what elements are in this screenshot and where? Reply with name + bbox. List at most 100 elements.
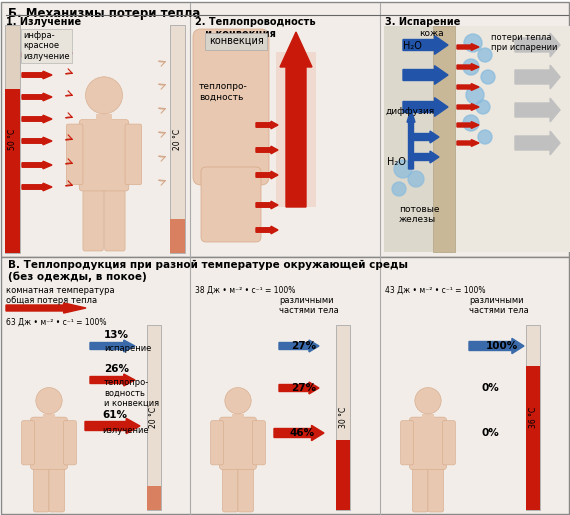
FancyArrow shape	[403, 65, 448, 84]
Circle shape	[36, 388, 62, 414]
Circle shape	[392, 182, 406, 196]
FancyBboxPatch shape	[219, 417, 256, 470]
FancyArrow shape	[85, 418, 140, 434]
Bar	[147, 325, 161, 510]
Text: 13%: 13%	[104, 330, 129, 340]
Text: 3. Испарение: 3. Испарение	[385, 17, 461, 27]
FancyBboxPatch shape	[193, 29, 269, 185]
Bar	[336, 440, 350, 510]
Circle shape	[225, 388, 251, 414]
Circle shape	[463, 115, 479, 131]
FancyBboxPatch shape	[201, 167, 261, 242]
Bar	[384, 26, 433, 252]
Circle shape	[478, 130, 492, 144]
FancyBboxPatch shape	[83, 186, 103, 251]
FancyBboxPatch shape	[66, 124, 83, 185]
Text: 46%: 46%	[289, 428, 314, 438]
Text: инфра-
красное
излучение: инфра- красное излучение	[23, 31, 70, 61]
Text: кожа: кожа	[419, 29, 443, 38]
Text: H₂O: H₂O	[387, 157, 406, 167]
Text: 50 °С: 50 °С	[8, 128, 17, 150]
Text: 38 Дж • м⁻² • с⁻¹ = 100%: 38 Дж • м⁻² • с⁻¹ = 100%	[195, 286, 295, 295]
FancyArrow shape	[22, 183, 52, 191]
Bar	[455, 26, 570, 252]
Text: 26%: 26%	[104, 364, 129, 374]
FancyArrow shape	[256, 226, 278, 234]
Bar	[1, 2, 569, 257]
Text: 61%: 61%	[102, 410, 127, 420]
FancyBboxPatch shape	[413, 465, 428, 512]
Text: 36 °С: 36 °С	[528, 407, 538, 428]
FancyArrow shape	[515, 98, 560, 122]
Text: 20 °С: 20 °С	[149, 407, 158, 428]
Circle shape	[464, 34, 482, 52]
FancyBboxPatch shape	[428, 465, 443, 512]
FancyArrow shape	[279, 340, 319, 352]
Text: потери тепла
при испарении: потери тепла при испарении	[491, 33, 557, 53]
Text: (без одежды, в покое): (без одежды, в покое)	[8, 272, 146, 283]
Text: теплопро-
водность
и конвекция: теплопро- водность и конвекция	[104, 378, 159, 408]
Text: конвекция: конвекция	[209, 36, 263, 46]
Bar	[147, 486, 161, 510]
FancyArrow shape	[457, 63, 479, 71]
Text: комнатная температура: комнатная температура	[6, 286, 115, 295]
FancyArrow shape	[409, 151, 439, 163]
Bar	[276, 52, 316, 207]
FancyArrow shape	[256, 201, 278, 209]
Bar	[43, 414, 55, 420]
Bar	[336, 325, 350, 510]
Circle shape	[481, 70, 495, 84]
FancyArrow shape	[90, 374, 135, 386]
FancyArrow shape	[457, 83, 479, 91]
Bar	[526, 325, 540, 510]
Text: диффузия: диффузия	[385, 107, 434, 116]
Text: различными
частями тела: различными частями тела	[279, 296, 339, 315]
Text: 20 °С: 20 °С	[173, 128, 182, 149]
FancyBboxPatch shape	[253, 421, 266, 465]
Circle shape	[466, 86, 484, 104]
FancyBboxPatch shape	[409, 417, 446, 470]
FancyArrow shape	[457, 44, 479, 50]
Text: 0%: 0%	[481, 383, 499, 393]
Text: 0%: 0%	[481, 428, 499, 438]
FancyArrow shape	[409, 131, 439, 143]
FancyArrow shape	[256, 146, 278, 154]
FancyArrow shape	[457, 140, 479, 146]
Text: 27%: 27%	[291, 341, 316, 351]
FancyArrow shape	[457, 122, 479, 128]
Text: испарение: испарение	[104, 344, 152, 353]
Bar	[1, 257, 569, 514]
Text: 100%: 100%	[486, 341, 518, 351]
Text: 30 °С: 30 °С	[339, 407, 348, 428]
Text: В. Теплопродукция при разной температуре окружающей среды: В. Теплопродукция при разной температуре…	[8, 260, 408, 270]
FancyArrow shape	[515, 131, 560, 155]
Bar	[433, 26, 455, 252]
Circle shape	[478, 48, 492, 62]
Bar	[422, 414, 434, 420]
Text: 1. Излучение: 1. Излучение	[6, 17, 81, 27]
Circle shape	[394, 160, 412, 178]
Bar	[170, 25, 185, 253]
FancyArrow shape	[256, 121, 278, 129]
Text: общая потеря тепла: общая потеря тепла	[6, 296, 97, 305]
Bar	[233, 414, 243, 420]
Circle shape	[415, 388, 441, 414]
FancyBboxPatch shape	[401, 421, 414, 465]
FancyArrow shape	[280, 32, 312, 207]
FancyBboxPatch shape	[79, 119, 129, 191]
FancyArrow shape	[22, 137, 52, 145]
Text: 63 Дж • м⁻² • с⁻¹ = 100%: 63 Дж • м⁻² • с⁻¹ = 100%	[6, 318, 107, 327]
FancyBboxPatch shape	[49, 465, 64, 512]
FancyArrow shape	[407, 109, 415, 169]
FancyArrow shape	[274, 425, 324, 441]
Text: теплопро-
водность: теплопро- водность	[199, 82, 248, 101]
Text: H₂O: H₂O	[403, 41, 422, 51]
FancyBboxPatch shape	[238, 465, 254, 512]
FancyArrow shape	[469, 338, 524, 354]
FancyArrow shape	[22, 51, 52, 59]
FancyArrow shape	[22, 161, 52, 169]
Text: 43 Дж • м⁻² • с⁻¹ = 100%: 43 Дж • м⁻² • с⁻¹ = 100%	[385, 286, 486, 295]
FancyBboxPatch shape	[63, 421, 76, 465]
FancyBboxPatch shape	[22, 421, 35, 465]
FancyArrow shape	[90, 340, 135, 352]
